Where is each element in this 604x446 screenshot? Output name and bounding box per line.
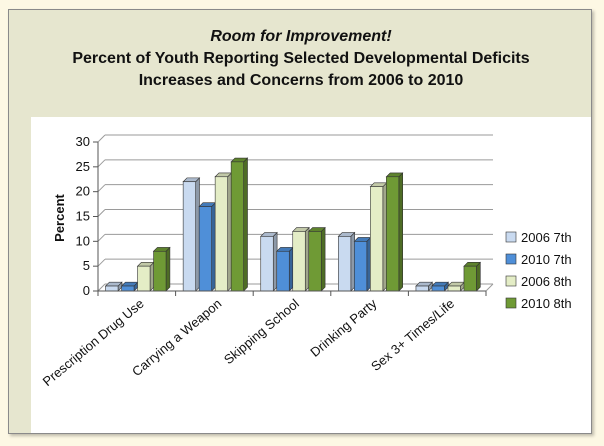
bar: [431, 281, 450, 292]
y-axis-label: Percent: [52, 193, 67, 241]
chart-subtitle-2: Increases and Concerns from 2006 to 2010: [138, 72, 464, 89]
bar: [415, 281, 434, 292]
bar-front: [386, 176, 400, 292]
gridline-side: [97, 283, 106, 292]
bar: [308, 226, 326, 292]
bar-front: [447, 285, 461, 292]
legend-label: 2006 7th: [521, 230, 572, 245]
legend-item: 2006 7th: [505, 230, 572, 245]
bar-front: [198, 206, 212, 292]
bar: [353, 236, 372, 292]
bar: [230, 157, 249, 292]
bar-front: [370, 186, 384, 292]
legend-label: 2010 7th: [521, 252, 572, 267]
bar-front: [137, 265, 151, 292]
bar-front: [338, 236, 352, 292]
gridline-side: [97, 184, 106, 193]
bar-front: [463, 265, 477, 292]
bar-side: [476, 261, 481, 292]
legend-item: 2010 8th: [505, 296, 572, 311]
bar-front: [431, 285, 445, 292]
bar-front: [276, 250, 290, 292]
bar: [104, 281, 123, 292]
legend-swatch: [505, 231, 517, 243]
bar: [292, 226, 310, 292]
y-tick-label: 25: [76, 159, 90, 174]
bar-front: [153, 250, 167, 292]
chart-title-block: Room for Improvement! Percent of Youth R…: [9, 26, 593, 92]
legend-item: 2010 7th: [505, 252, 572, 267]
gridline-side: [97, 159, 106, 168]
bar: [385, 172, 404, 292]
y-tick-label: 0: [83, 283, 90, 298]
bar-side: [165, 246, 171, 292]
bar-front: [182, 181, 196, 292]
bar-front: [105, 285, 119, 292]
gridline-side: [97, 258, 106, 267]
bar-front: [230, 161, 244, 292]
bar: [214, 172, 233, 292]
chart-title: Room for Improvement!: [210, 28, 392, 45]
bar-front: [260, 236, 274, 292]
bar: [198, 201, 217, 292]
gridline-side: [97, 233, 106, 242]
floor-edge: [485, 283, 494, 292]
bar: [337, 231, 356, 292]
bar: [276, 246, 294, 292]
legend-label: 2006 8th: [521, 274, 572, 289]
legend-swatch: [505, 253, 517, 265]
y-tick-label: 15: [76, 209, 90, 224]
legend: 2006 7th 2010 7th 2006 8th 2010 8th: [505, 230, 572, 311]
bar-side: [320, 226, 326, 292]
y-tick-label: 5: [83, 258, 90, 273]
bar: [182, 177, 201, 292]
gridline-side: [97, 209, 106, 217]
y-tick-label: 30: [76, 134, 90, 149]
bar: [447, 281, 466, 292]
legend-label: 2010 8th: [521, 296, 572, 311]
bar: [152, 246, 171, 292]
bar: [463, 261, 482, 292]
legend-item: 2006 8th: [505, 274, 572, 289]
bar: [136, 261, 155, 292]
bar-side: [398, 172, 404, 292]
bar-front: [354, 241, 368, 292]
legend-swatch: [505, 297, 517, 309]
y-tick-label: 20: [76, 184, 90, 199]
bar-front: [308, 231, 322, 292]
bar-front: [214, 176, 228, 292]
bar: [369, 182, 388, 292]
bar: [120, 281, 139, 292]
bar-side: [243, 157, 248, 292]
bar-front: [121, 285, 135, 292]
legend-swatch: [505, 275, 517, 287]
bar-front: [415, 285, 429, 292]
bar-front: [292, 231, 306, 292]
y-tick-label: 10: [76, 233, 90, 248]
chart-subtitle: Percent of Youth Reporting Selected Deve…: [72, 50, 530, 67]
gridline-side: [97, 134, 106, 143]
bar: [260, 231, 278, 292]
